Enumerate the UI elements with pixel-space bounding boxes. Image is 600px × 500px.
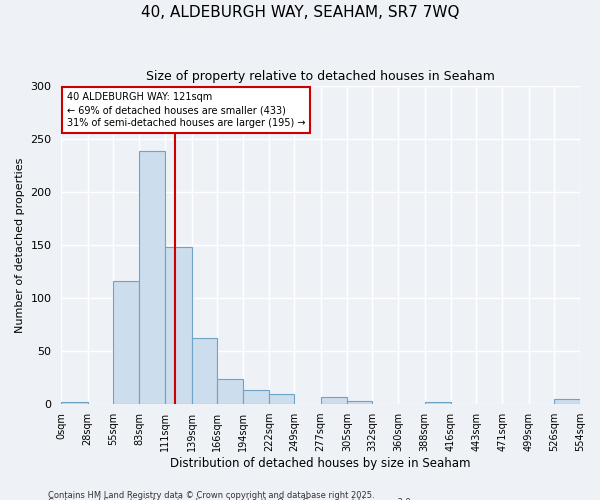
Bar <box>243 390 269 404</box>
Bar <box>191 338 217 404</box>
Bar <box>425 402 451 404</box>
Bar <box>166 247 191 404</box>
Bar <box>269 394 295 404</box>
Bar <box>113 281 139 404</box>
Text: 40 ALDEBURGH WAY: 121sqm
← 69% of detached houses are smaller (433)
31% of semi-: 40 ALDEBURGH WAY: 121sqm ← 69% of detach… <box>67 92 305 128</box>
Bar <box>139 152 166 404</box>
Y-axis label: Number of detached properties: Number of detached properties <box>15 157 25 332</box>
X-axis label: Distribution of detached houses by size in Seaham: Distribution of detached houses by size … <box>170 457 471 470</box>
Text: Contains public sector information licensed under the Open Government Licence v3: Contains public sector information licen… <box>48 498 413 500</box>
Text: 40, ALDEBURGH WAY, SEAHAM, SR7 7WQ: 40, ALDEBURGH WAY, SEAHAM, SR7 7WQ <box>141 5 459 20</box>
Title: Size of property relative to detached houses in Seaham: Size of property relative to detached ho… <box>146 70 495 83</box>
Bar <box>347 401 372 404</box>
Bar <box>61 402 88 404</box>
Bar <box>321 397 347 404</box>
Bar <box>554 399 580 404</box>
Bar <box>217 379 243 404</box>
Text: Contains HM Land Registry data © Crown copyright and database right 2025.: Contains HM Land Registry data © Crown c… <box>48 490 374 500</box>
